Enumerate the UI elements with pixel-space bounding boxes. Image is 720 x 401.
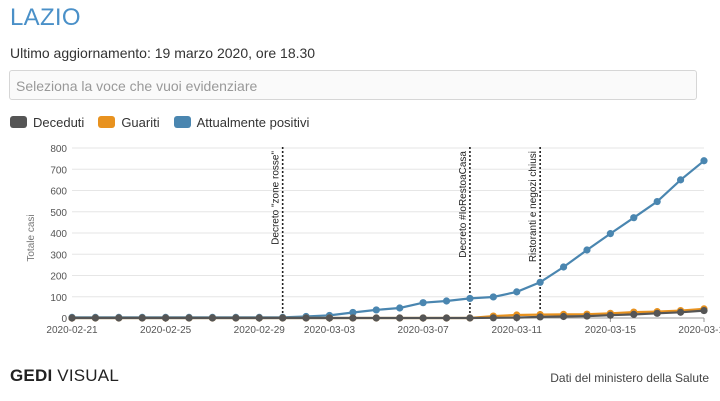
highlight-select-placeholder: Seleziona la voce che vuoi evidenziare	[16, 78, 258, 94]
page-title: LAZIO	[10, 4, 81, 31]
data-point-attualmente-positivi	[653, 197, 661, 206]
highlight-select[interactable]: Seleziona la voce che vuoi evidenziare	[9, 70, 697, 100]
data-point-attualmente-positivi	[396, 304, 404, 312]
data-point-attualmente-positivi	[442, 297, 451, 305]
data-point-deceduti	[255, 314, 263, 322]
data-point-attualmente-positivi	[559, 263, 568, 271]
data-point-attualmente-positivi	[419, 299, 427, 307]
y-tick-label: 0	[61, 314, 67, 325]
y-tick-label: 300	[50, 250, 67, 261]
x-tick-label: 2020-02-21	[46, 325, 98, 336]
legend-item-attualmente-positivi[interactable]: Attualmente positivi	[173, 114, 310, 130]
y-tick-label: 800	[50, 144, 67, 155]
data-point-deceduti	[513, 313, 521, 322]
data-point-deceduti	[68, 314, 76, 322]
data-point-deceduti	[442, 314, 451, 322]
legend-swatch-deceduti	[10, 116, 27, 128]
x-tick-label: 2020-02-29	[234, 325, 286, 336]
x-tick-label: 2020-02-25	[140, 325, 192, 336]
data-point-attualmente-positivi	[676, 176, 685, 184]
y-tick-label: 500	[50, 208, 67, 219]
annotation-label: Ristoranti e negozi chiusi	[528, 151, 539, 262]
y-tick-label: 400	[50, 229, 67, 240]
legend-label-guariti: Guariti	[121, 114, 160, 130]
series-line-deceduti	[72, 309, 705, 320]
data-point-deceduti	[185, 314, 193, 322]
brand-bold: GEDI	[10, 366, 53, 385]
data-point-deceduti	[372, 314, 380, 322]
data-point-deceduti	[583, 312, 591, 320]
data-point-deceduti	[232, 314, 240, 322]
data-point-deceduti	[325, 314, 334, 322]
data-point-deceduti	[466, 314, 474, 322]
brand-rest: VISUAL	[52, 366, 119, 385]
x-tick-label: 2020-03-07	[398, 325, 450, 336]
data-point-attualmente-positivi	[372, 306, 380, 314]
x-tick-label: 2020-03-15	[585, 325, 637, 336]
gedi-visual-logo: GEDI VISUAL	[10, 366, 119, 386]
data-point-attualmente-positivi	[606, 230, 614, 238]
data-point-deceduti	[302, 314, 310, 322]
data-point-deceduti	[536, 313, 544, 321]
x-tick-label: 2020-03-03	[304, 325, 356, 336]
data-point-attualmente-positivi	[513, 288, 521, 296]
data-point-deceduti	[208, 314, 217, 322]
data-point-attualmente-positivi	[700, 157, 708, 165]
annotation-label: Decreto #IoRestoaCasa	[458, 151, 469, 258]
data-point-attualmente-positivi	[630, 214, 638, 222]
data-point-deceduti	[700, 306, 708, 315]
data-point-deceduti	[419, 314, 427, 322]
data-point-deceduti	[653, 309, 661, 317]
last-updated-text: Ultimo aggiornamento: 19 marzo 2020, ore…	[10, 45, 316, 61]
data-point-attualmente-positivi	[349, 308, 357, 317]
series-line-attualmente-positivi	[72, 159, 705, 319]
legend-item-guariti[interactable]: Guariti	[98, 114, 160, 130]
data-point-deceduti	[630, 310, 638, 318]
line-chart: 0 100 200 300 400 500 600 700 800 Totale casi 2020…	[26, 144, 720, 336]
data-point-attualmente-positivi	[536, 278, 544, 286]
legend-swatch-guariti	[98, 116, 116, 128]
data-point-attualmente-positivi	[466, 294, 474, 303]
y-axis-label: Totale casi	[26, 214, 37, 261]
data-point-deceduti	[91, 314, 100, 322]
data-point-deceduti	[489, 314, 497, 322]
legend-swatch-attualmente-positivi	[173, 116, 191, 128]
legend-label-attualmente-positivi: Attualmente positivi	[196, 114, 310, 130]
chart-legend: Deceduti Guariti Attualmente positivi	[10, 114, 323, 130]
data-point-deceduti	[559, 312, 568, 321]
legend-label-deceduti: Deceduti	[33, 114, 85, 130]
data-source-text: Dati del ministero della Salute	[550, 371, 709, 385]
y-tick-label: 200	[50, 272, 67, 283]
data-point-deceduti	[162, 314, 170, 322]
y-tick-label: 700	[50, 165, 67, 176]
data-point-deceduti	[676, 308, 685, 316]
data-point-deceduti	[606, 311, 614, 319]
data-point-attualmente-positivi	[489, 293, 497, 301]
legend-item-deceduti[interactable]: Deceduti	[10, 115, 84, 130]
y-tick-label: 600	[50, 187, 67, 198]
data-point-deceduti	[138, 314, 146, 322]
data-point-deceduti	[279, 314, 287, 322]
data-point-deceduti	[115, 314, 123, 322]
x-tick-label: 2020-03-11	[492, 325, 543, 336]
y-tick-label: 100	[50, 293, 67, 304]
data-point-deceduti	[349, 314, 357, 322]
x-tick-label: 2020-03-19	[678, 325, 720, 336]
data-point-deceduti	[396, 314, 404, 322]
data-point-attualmente-positivi	[583, 246, 591, 254]
annotation-label: Decreto "zone rosse"	[271, 151, 282, 245]
